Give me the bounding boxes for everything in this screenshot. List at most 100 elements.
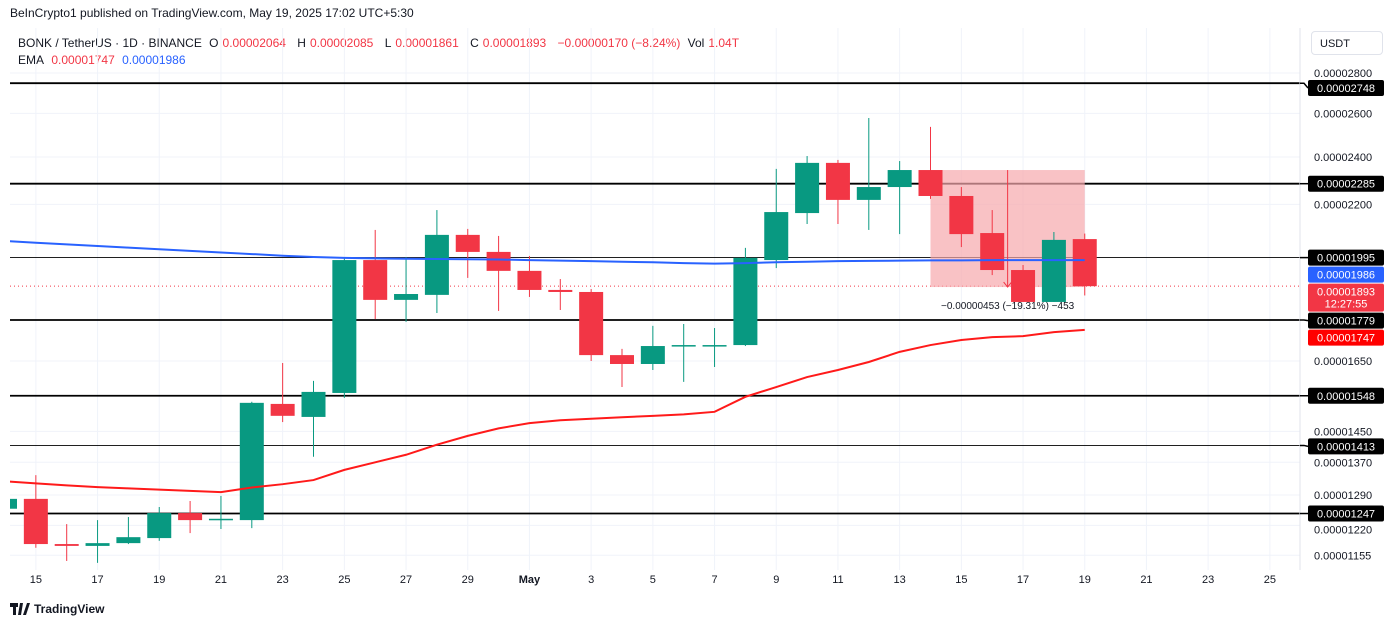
volume-label: Vol	[687, 36, 705, 50]
candle-body	[671, 345, 696, 347]
level-price-tag	[1308, 312, 1384, 329]
candle-body	[85, 543, 110, 546]
x-tick-label: 15	[955, 574, 967, 586]
ema-label[interactable]: EMA	[18, 53, 45, 67]
tradingview-logo-icon	[10, 603, 30, 615]
candle-body	[147, 513, 172, 539]
candle-bullish	[795, 156, 820, 224]
measure-arrow-head	[1003, 281, 1013, 288]
open-value: 0.00002064	[222, 36, 286, 50]
high-label: H	[297, 36, 306, 50]
symbol-legend: BONK / TetherUS · 1D · BINANCE O 0.000020…	[18, 35, 747, 69]
low-value: 0.00001861	[395, 36, 459, 50]
candle-bullish	[116, 517, 141, 545]
candle-bearish	[579, 289, 604, 362]
candle-bullish	[702, 328, 727, 367]
x-tick-label: 3	[588, 574, 594, 586]
level-price-label: 0.00001247	[1317, 509, 1375, 521]
change-value: −0.00000170 (−8.24%)	[557, 36, 681, 50]
level-price-tag	[1308, 387, 1384, 404]
candle-bullish	[671, 324, 696, 382]
candle-body	[980, 233, 1005, 271]
candle-body	[548, 289, 573, 292]
candle-bearish	[548, 279, 573, 311]
bar-countdown: 12:27:55	[1325, 299, 1368, 311]
candle-body	[610, 355, 634, 364]
x-tick-label: 29	[462, 574, 474, 586]
ema-fast-value: 0.00001747	[51, 53, 115, 67]
level-tag-connector	[1300, 319, 1309, 322]
tradingview-logo[interactable]: TradingView	[10, 602, 104, 616]
symbol-title[interactable]: BONK / TetherUS · 1D · BINANCE	[18, 36, 202, 50]
published-caption: BeInCrypto1 published on TradingView.com…	[10, 6, 414, 20]
x-tick-label: 19	[1079, 574, 1091, 586]
candle-body	[270, 403, 295, 416]
y-tick-label: 0.00002400	[1314, 152, 1372, 164]
candle-bullish	[208, 495, 233, 530]
level-tag-connector	[1300, 444, 1309, 448]
candle-bearish	[517, 255, 542, 297]
y-tick-label: 0.00002800	[1314, 68, 1372, 80]
close-label: C	[470, 36, 479, 50]
candle-body	[23, 498, 48, 545]
x-tick-label: May	[519, 574, 541, 586]
currency-button[interactable]: USDT	[1311, 31, 1383, 55]
candle-bearish	[825, 159, 850, 224]
level-tag-connector	[1300, 82, 1309, 89]
tradingview-brand: TradingView	[34, 602, 105, 616]
x-tick-label: 13	[894, 574, 906, 586]
candle-bullish	[1041, 232, 1066, 302]
candle-body	[702, 345, 727, 347]
x-tick-label: 23	[1202, 574, 1214, 586]
level-price-label: 0.00002285	[1317, 179, 1375, 191]
candle-bullish	[239, 401, 264, 529]
candle-body	[856, 187, 881, 200]
candle-bullish	[640, 325, 665, 370]
y-tick-label: 0.00002600	[1314, 108, 1372, 120]
level-price-tag	[1308, 80, 1384, 96]
candle-bullish	[301, 380, 326, 457]
candle-body	[825, 162, 850, 200]
candle-body	[918, 170, 943, 196]
candle-body	[424, 234, 449, 295]
candle-body	[54, 544, 79, 546]
grid	[10, 28, 1300, 570]
low-label: L	[384, 36, 392, 50]
price-tag	[1308, 266, 1384, 283]
x-tick-label: 11	[832, 574, 843, 586]
price-tag	[1308, 329, 1384, 346]
y-tick-label: 0.00001650	[1314, 356, 1372, 368]
level-price-label: 0.00001779	[1317, 316, 1375, 328]
x-tick-label: 21	[1140, 574, 1152, 586]
candle-body	[301, 391, 326, 417]
candle-body	[116, 537, 141, 544]
candle-bearish	[1072, 233, 1097, 296]
measure-label: −0.00000453 (−19.31%) −453	[941, 301, 1075, 312]
price-tag-label: 0.00001986	[1317, 270, 1375, 282]
x-tick-label: 23	[277, 574, 289, 586]
candle-bearish	[178, 500, 203, 534]
price-tag	[1308, 283, 1384, 312]
level-price-label: 0.00001548	[1317, 391, 1375, 403]
level-price-tag	[1308, 505, 1384, 522]
y-tick-label: 0.00001220	[1314, 525, 1372, 537]
x-tick-label: 15	[30, 574, 42, 586]
candle-bearish	[23, 475, 48, 548]
level-price-label: 0.00001413	[1317, 441, 1375, 453]
x-tick-label: 27	[400, 574, 412, 586]
high-value: 0.00002085	[309, 36, 374, 50]
x-tick-label: 17	[91, 574, 103, 586]
candle-bullish	[147, 507, 172, 541]
level-price-label: 0.00001995	[1317, 253, 1375, 265]
candle-body	[1041, 239, 1066, 302]
level-price-label: 0.00002748	[1317, 83, 1375, 95]
candle-body	[1011, 270, 1036, 302]
candle-bullish	[10, 498, 17, 509]
x-tick-label: 25	[1264, 574, 1276, 586]
candle-body	[517, 270, 542, 290]
candle-body	[363, 260, 388, 300]
candle-bullish	[394, 257, 419, 322]
candle-body	[178, 513, 203, 521]
y-tick-label: 0.00002200	[1314, 199, 1372, 211]
